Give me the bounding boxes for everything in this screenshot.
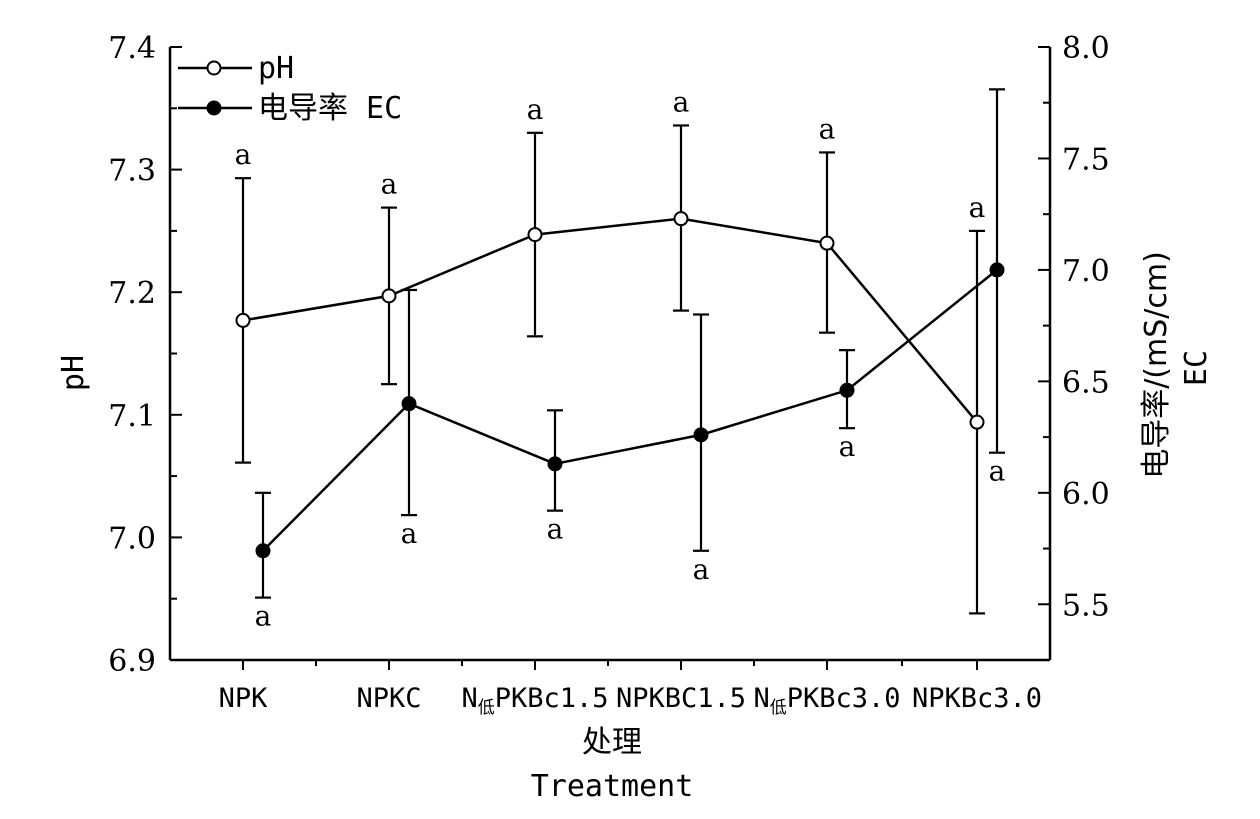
- significance-label: a: [839, 430, 856, 463]
- y-left-tick-label: 7.2: [108, 276, 156, 311]
- ec-point: [547, 456, 563, 472]
- legend-label: pH: [258, 51, 294, 86]
- ec-point: [989, 262, 1005, 278]
- y-left-tick-label: 6.9: [108, 644, 156, 679]
- ph-point: [527, 227, 543, 243]
- error-bars: [235, 88, 1005, 615]
- significance-label: a: [969, 191, 986, 224]
- y-right-tick-label: 6.0: [1062, 477, 1110, 512]
- y-right-tick-label: 8.0: [1062, 31, 1110, 66]
- y-right-tick-label: 6.5: [1062, 365, 1110, 400]
- ph-point: [235, 312, 251, 328]
- ph-point: [673, 211, 689, 227]
- y-left-tick-label: 7.4: [108, 31, 156, 66]
- y-axis-right-title-cn: 电导率/(mS/cm): [1139, 251, 1174, 479]
- significance-label: a: [989, 455, 1006, 488]
- series-lines: [242, 217, 998, 552]
- series-line-right: [262, 268, 998, 552]
- significance-label: a: [255, 600, 272, 633]
- legend: pH 电导率 EC: [178, 51, 402, 126]
- x-tick-label: N低PKBc1.5: [461, 683, 608, 718]
- legend-marker-ph: [206, 60, 222, 76]
- y-axis-right-title-en: EC: [1179, 350, 1214, 386]
- y-left-tick-label: 7.0: [108, 521, 156, 556]
- significance-label: a: [235, 138, 252, 171]
- significance-label: a: [693, 553, 710, 586]
- significance-label: a: [381, 168, 398, 201]
- legend-marker-ec: [206, 100, 222, 116]
- ph-point: [819, 235, 835, 251]
- y-right-tick-label: 7.5: [1062, 142, 1110, 177]
- y-right-tick-label: 5.5: [1062, 588, 1110, 623]
- significance-label: a: [401, 517, 418, 550]
- axis-ticks: 6.9 7.0 7.1 7.2 7.3 7.4 5.5 6.0 6.5 7.0 7.5 8.0 NPK N…: [108, 31, 1109, 718]
- y-right-tick-label: 7.0: [1062, 254, 1110, 289]
- ec-point: [255, 543, 271, 559]
- y-left-tick-label: 7.1: [108, 399, 156, 434]
- y-axis-left-title: pH: [56, 355, 91, 391]
- series-markers: [235, 211, 1005, 559]
- significance-label: a: [547, 513, 564, 546]
- x-axis-title-cn: 处理: [582, 725, 642, 760]
- ec-point: [401, 396, 417, 412]
- x-axis-title-en: Treatment: [531, 769, 694, 804]
- x-tick-label: N低PKBc3.0: [753, 683, 900, 718]
- ec-point: [839, 382, 855, 398]
- significance-label: a: [819, 112, 836, 145]
- significance-label: a: [527, 93, 544, 126]
- x-tick-label: NPK: [219, 683, 269, 714]
- x-tick-label: NPKBc3.0: [912, 683, 1042, 714]
- significance-label: a: [673, 85, 690, 118]
- ec-point: [693, 427, 709, 443]
- y-left-tick-label: 7.3: [108, 154, 156, 189]
- x-tick-label: NPKBC1.5: [616, 683, 746, 714]
- ph-point: [969, 414, 985, 430]
- ph-point: [381, 288, 397, 304]
- series-line-left: [242, 217, 978, 423]
- x-tick-label: NPKC: [356, 683, 421, 714]
- significance-labels: a a a a a a a a a a a a: [235, 85, 1006, 632]
- legend-label: 电导率 EC: [258, 91, 402, 126]
